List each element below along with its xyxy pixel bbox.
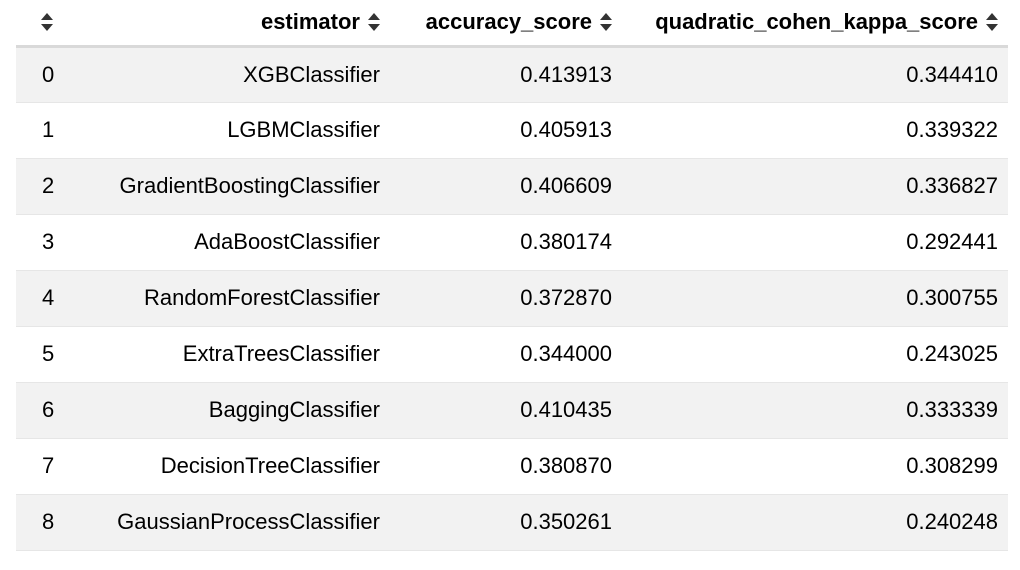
column-header-estimator[interactable]: estimator	[78, 0, 390, 46]
column-header-quadratic-cohen-kappa-score-label: quadratic_cohen_kappa_score	[655, 9, 978, 35]
cell-accuracy-score: 0.350261	[520, 509, 612, 534]
cell-estimator: RandomForestClassifier	[144, 285, 380, 310]
table-row: 0 XGBClassifier 0.413913 0.344410	[16, 46, 1008, 102]
table-row: 3 AdaBoostClassifier 0.380174 0.292441	[16, 214, 1008, 270]
cell-quadratic-cohen-kappa-score: 0.339322	[906, 117, 998, 142]
table-row: 6 BaggingClassifier 0.410435 0.333339	[16, 382, 1008, 438]
cell-quadratic-cohen-kappa-score: 0.333339	[906, 397, 998, 422]
cell-estimator: GradientBoostingClassifier	[119, 173, 380, 198]
row-index: 5	[42, 341, 55, 366]
row-index: 1	[42, 117, 55, 142]
cell-estimator: DecisionTreeClassifier	[160, 453, 380, 478]
header-row: estimator accuracy_score quadratic_cohen…	[16, 0, 1008, 46]
sort-icon[interactable]	[41, 13, 53, 32]
cell-quadratic-cohen-kappa-score: 0.240248	[906, 509, 998, 534]
table-row: 7 DecisionTreeClassifier 0.380870 0.3082…	[16, 438, 1008, 494]
row-index: 7	[42, 453, 55, 478]
cell-estimator: GaussianProcessClassifier	[117, 509, 380, 534]
table-row: 1 LGBMClassifier 0.405913 0.339322	[16, 102, 1008, 158]
sort-icon[interactable]	[600, 13, 612, 32]
results-table: estimator accuracy_score quadratic_cohen…	[16, 0, 1008, 551]
cell-accuracy-score: 0.372870	[520, 285, 612, 310]
cell-quadratic-cohen-kappa-score: 0.344410	[906, 61, 998, 87]
row-index: 2	[42, 173, 55, 198]
cell-quadratic-cohen-kappa-score: 0.292441	[906, 229, 998, 254]
column-header-quadratic-cohen-kappa-score[interactable]: quadratic_cohen_kappa_score	[622, 0, 1008, 46]
cell-accuracy-score: 0.380870	[520, 453, 612, 478]
column-header-index[interactable]	[16, 0, 78, 46]
row-index: 3	[42, 229, 55, 254]
cell-accuracy-score: 0.405913	[520, 117, 612, 142]
cell-estimator: BaggingClassifier	[208, 397, 380, 422]
row-index: 4	[42, 285, 55, 310]
row-index: 0	[42, 61, 55, 87]
cell-accuracy-score: 0.410435	[520, 397, 612, 422]
column-header-accuracy-score-label: accuracy_score	[425, 9, 592, 35]
cell-quadratic-cohen-kappa-score: 0.308299	[906, 453, 998, 478]
cell-estimator: XGBClassifier	[243, 61, 380, 87]
cell-estimator: AdaBoostClassifier	[194, 229, 380, 254]
table-body: 0 XGBClassifier 0.413913 0.344410 1 LGBM…	[16, 46, 1008, 550]
cell-estimator: LGBMClassifier	[227, 117, 380, 142]
sort-icon[interactable]	[368, 13, 380, 32]
cell-accuracy-score: 0.380174	[520, 229, 612, 254]
table-header: estimator accuracy_score quadratic_cohen…	[16, 0, 1008, 46]
sort-icon[interactable]	[986, 13, 998, 32]
cell-accuracy-score: 0.344000	[520, 341, 612, 366]
cell-quadratic-cohen-kappa-score: 0.300755	[906, 285, 998, 310]
cell-quadratic-cohen-kappa-score: 0.336827	[906, 173, 998, 198]
table-row: 4 RandomForestClassifier 0.372870 0.3007…	[16, 270, 1008, 326]
table-row: 5 ExtraTreesClassifier 0.344000 0.243025	[16, 326, 1008, 382]
table-row: 8 GaussianProcessClassifier 0.350261 0.2…	[16, 494, 1008, 550]
cell-quadratic-cohen-kappa-score: 0.243025	[906, 341, 998, 366]
row-index: 6	[42, 397, 55, 422]
table-row: 2 GradientBoostingClassifier 0.406609 0.…	[16, 158, 1008, 214]
results-table-container: estimator accuracy_score quadratic_cohen…	[16, 0, 1008, 551]
cell-estimator: ExtraTreesClassifier	[182, 341, 380, 366]
row-index: 8	[42, 509, 55, 534]
column-header-accuracy-score[interactable]: accuracy_score	[390, 0, 622, 46]
cell-accuracy-score: 0.406609	[520, 173, 612, 198]
column-header-estimator-label: estimator	[260, 9, 360, 35]
cell-accuracy-score: 0.413913	[520, 61, 612, 87]
